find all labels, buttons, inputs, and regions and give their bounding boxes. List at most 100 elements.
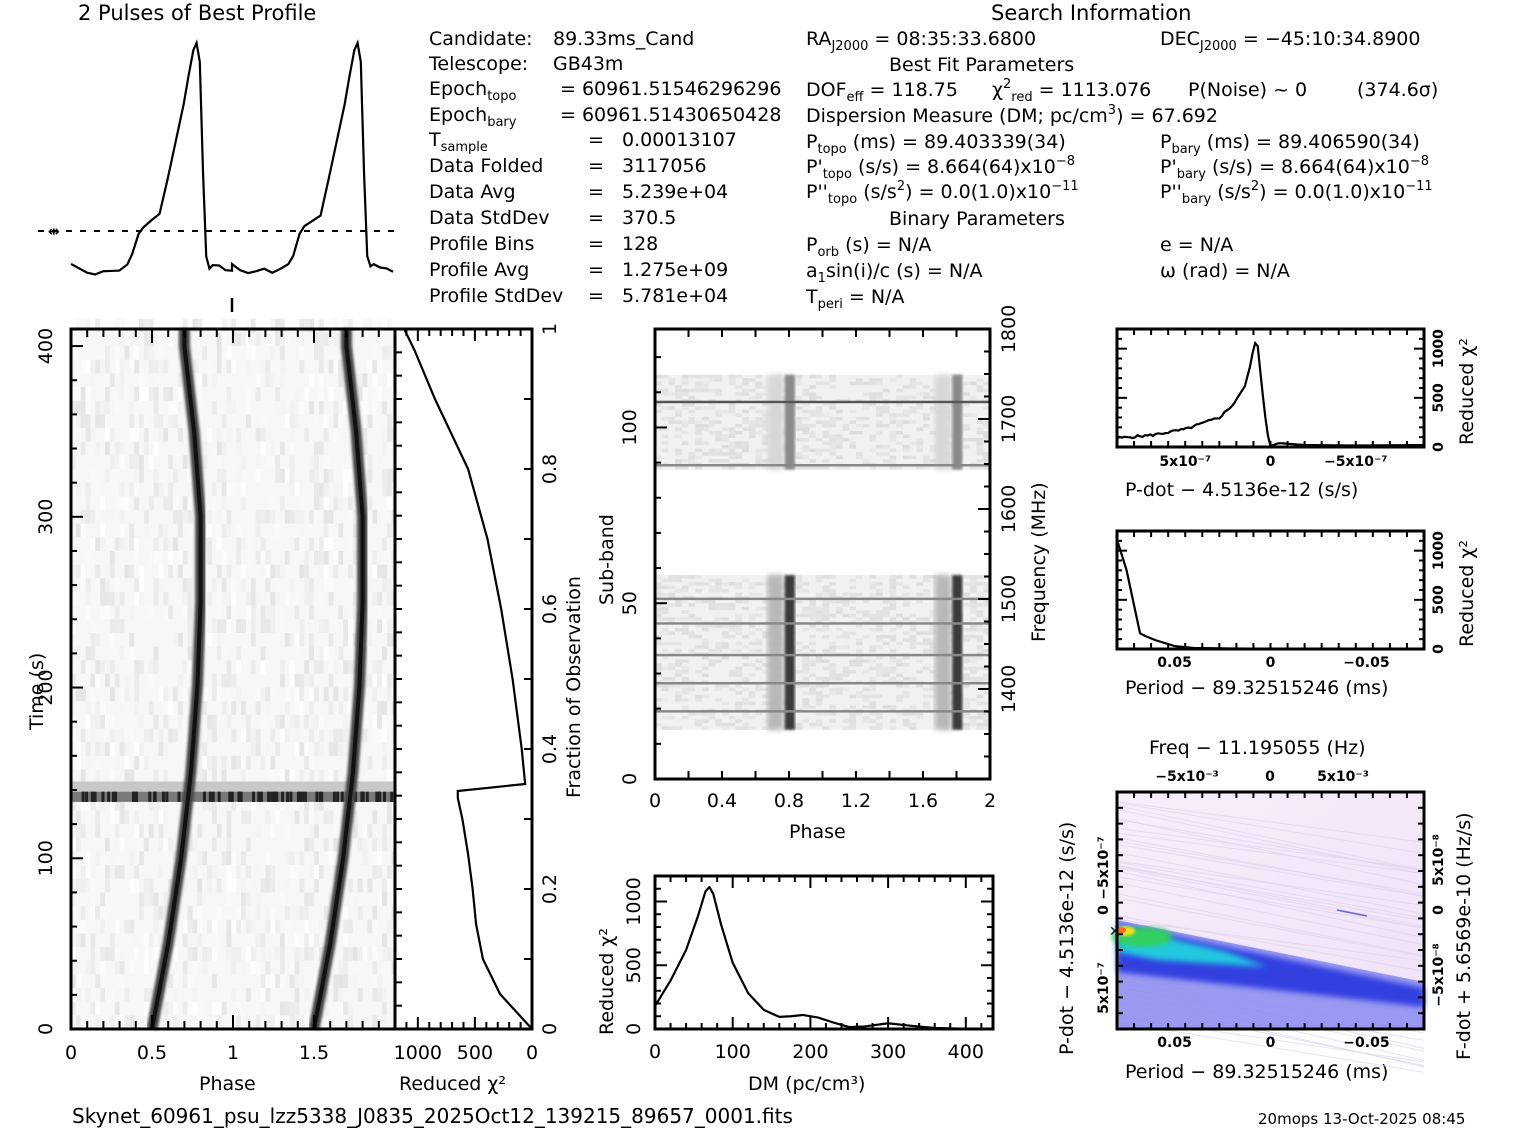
subband-cell (815, 413, 823, 417)
heatmap-cell (153, 714, 159, 729)
subband-cell (708, 459, 716, 463)
heatmap-cell (318, 646, 324, 661)
heatmap-cell (216, 988, 222, 1002)
subband-cell (822, 430, 830, 435)
heatmap-cell (314, 359, 319, 374)
heatmap-cell (207, 878, 212, 893)
heatmap-cell (211, 441, 217, 456)
heatmap-cell (250, 796, 256, 811)
subband-cell (728, 603, 736, 607)
heatmap-cell (109, 796, 115, 811)
heatmap-cell (177, 632, 183, 647)
subband-cell (668, 381, 676, 386)
heatmap-cell (216, 523, 222, 538)
subband-cell (681, 378, 689, 382)
subband-cell (661, 687, 669, 692)
subband-cell (916, 582, 923, 586)
subband-cell (969, 659, 977, 663)
subband-cell (809, 684, 816, 688)
heatmap-cell (255, 742, 261, 756)
heatmap-cell (309, 400, 314, 415)
subband-cell (722, 582, 729, 586)
heatmap-cell (202, 769, 208, 784)
heatmap-cell (309, 824, 314, 838)
subband-cell (762, 385, 769, 389)
x-tick-label: 100 (715, 1041, 751, 1063)
subband-cell (675, 409, 682, 414)
subband-cell (681, 459, 689, 463)
subband-cell (856, 617, 863, 621)
dm-line: Dispersion Measure (DM; pc/cm3) = 67.692 (806, 104, 1218, 126)
subband-cell (748, 585, 756, 590)
heatmap-cell (279, 796, 285, 811)
heatmap-cell (105, 714, 110, 729)
x-tick-label: 1000 (394, 1042, 442, 1064)
subband-cell (829, 592, 836, 597)
heatmap-cell (80, 318, 86, 333)
subband-cell (909, 712, 917, 716)
subband-cell (969, 610, 977, 614)
subband-cell (923, 455, 930, 460)
subband-cell (701, 374, 709, 379)
heatmap-cell (236, 318, 242, 333)
subband-cell (835, 634, 843, 639)
subband-cell (668, 378, 676, 382)
subband-cell (815, 712, 823, 716)
heatmap-cell (148, 796, 154, 811)
heatmap-cell (275, 591, 280, 606)
heatmap-cell (372, 728, 378, 743)
subband-cell (822, 684, 830, 688)
x-tick-label: 0 (1266, 1035, 1276, 1051)
p-noise: P(Noise) ~ 0 (1188, 79, 1308, 101)
rfi-cell (237, 791, 241, 802)
heatmap-cell (202, 687, 208, 702)
subband-cell (976, 726, 984, 730)
heatmap-cell (143, 988, 149, 1002)
heatmap-cell (275, 400, 280, 415)
heatmap-cell (352, 824, 358, 838)
subband-cell (755, 409, 763, 414)
heatmap-cell (236, 919, 242, 934)
heatmap-cell (109, 810, 115, 825)
subband-cell (983, 434, 990, 438)
heatmap-cell (100, 673, 106, 688)
heatmap-cell (211, 865, 217, 879)
heatmap-cell (309, 605, 314, 620)
pdot-topo-value: (s/s) = 8.664(64)x10 (858, 156, 1056, 178)
subband-cell (983, 599, 990, 604)
heatmap-cell (90, 906, 96, 920)
heatmap-cell (216, 455, 222, 469)
subband-cell (822, 420, 830, 424)
heatmap-cell (114, 537, 120, 551)
subband-cell (668, 677, 676, 681)
heatmap-cell (105, 837, 110, 852)
heatmap-cell (294, 428, 300, 442)
subband-cell (728, 687, 736, 692)
heatmap-cell (309, 837, 314, 852)
heatmap-cell (71, 865, 76, 879)
heatmap-cell (309, 509, 314, 524)
heatmap-cell (289, 974, 295, 989)
heatmap-cell (352, 632, 358, 647)
subband-cell (675, 670, 682, 674)
subband-cell (795, 641, 803, 646)
subband-cell (862, 392, 870, 396)
heatmap-cell (265, 906, 271, 920)
subband-cell (889, 648, 897, 653)
epoch-topo-value: = 60961.51546296296 (560, 78, 782, 100)
subband-cell (668, 575, 676, 579)
heatmap-cell (80, 714, 86, 729)
heatmap-cell (114, 755, 120, 770)
heatmap-cell (109, 728, 115, 743)
heatmap-cell (168, 701, 174, 715)
subband-cell (742, 715, 749, 720)
subband-cell (862, 459, 870, 463)
heatmap-cell (338, 933, 344, 948)
heatmap-cell (284, 332, 290, 347)
heatmap-cell (265, 988, 271, 1002)
subband-cell (675, 726, 682, 730)
subband-cell (835, 673, 843, 678)
heatmap-cell (90, 687, 96, 702)
subband-cell (929, 670, 937, 674)
heatmap-cell (367, 632, 373, 647)
